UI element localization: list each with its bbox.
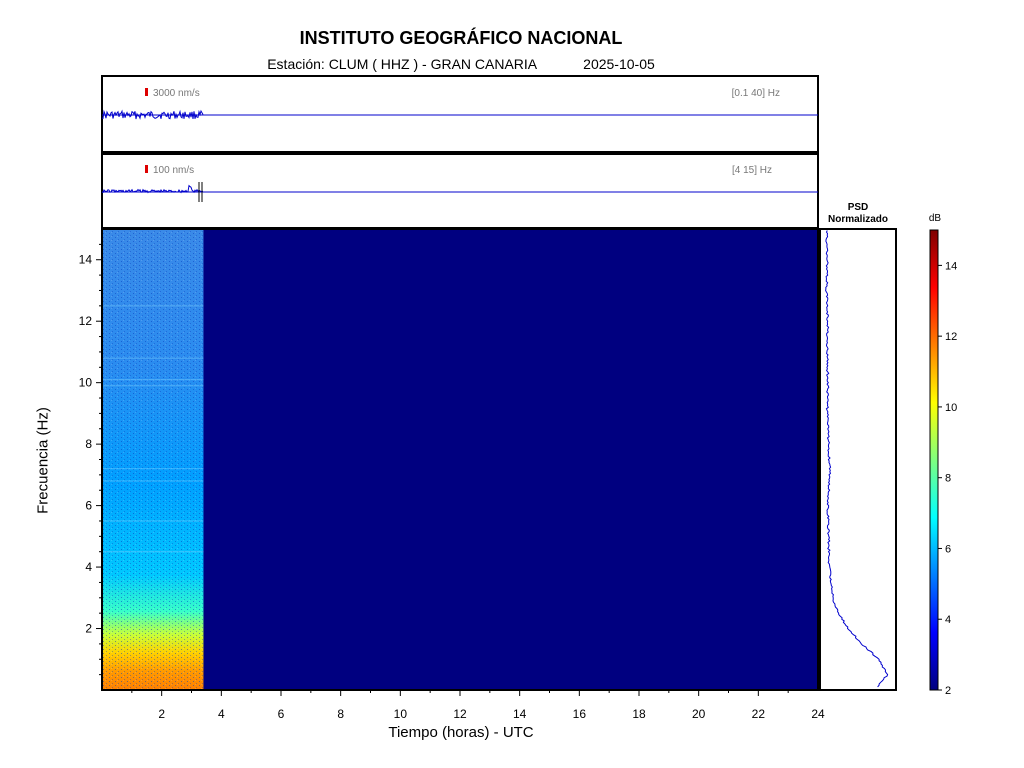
colorbar-tick-label: 4	[945, 614, 951, 626]
colorbar: 2 4 6 8 10 12 14	[929, 229, 957, 697]
x-tick-label: 10	[394, 707, 408, 721]
x-axis-label: Tiempo (horas) - UTC	[388, 724, 534, 741]
psd-panel	[819, 228, 897, 691]
scale-marker-icon	[145, 165, 148, 173]
trace-waveform	[101, 184, 204, 194]
date-label: 2025-10-05	[583, 56, 655, 72]
y-tick-label: 10	[79, 376, 93, 390]
x-tick-label: 12	[453, 707, 467, 721]
psd-title: PSD Normalizado	[827, 202, 888, 225]
trace-scale-label: 3000 nm/s	[153, 88, 200, 99]
trace-panel-filtered: 100 nm/s [4 15] Hz	[101, 153, 819, 229]
y-tick-label: 12	[79, 314, 93, 328]
x-tick-label: 6	[278, 707, 285, 721]
y-axis-label: Frecuencia (Hz)	[34, 407, 52, 514]
colorbar-tick-label: 8	[945, 473, 951, 485]
x-tick-label: 22	[752, 707, 766, 721]
y-tick-label: 8	[85, 437, 92, 451]
colorbar-gradient	[929, 229, 939, 691]
spectrogram-noise	[102, 229, 204, 690]
trace-panel-broadband: 3000 nm/s [0.1 40] Hz	[101, 75, 819, 153]
x-tick-label: 14	[513, 707, 527, 721]
station-label: Estación: CLUM ( HHZ ) - GRAN CANARIA	[267, 56, 538, 72]
y-tick-label: 2	[85, 622, 92, 636]
x-tick-label: 18	[632, 707, 646, 721]
colorbar-ticks: 2 4 6 8 10 12 14	[938, 260, 957, 697]
x-axis: 2 4 6 8 10 12 14 16 18 20 22 24	[131, 690, 825, 721]
x-tick-label: 8	[337, 707, 344, 721]
trace-scale-label: 100 nm/s	[153, 165, 194, 176]
y-tick-label: 4	[85, 560, 92, 574]
x-tick-label: 4	[218, 707, 225, 721]
trace-band-label: [0.1 40] Hz	[732, 88, 780, 99]
colorbar-tick-label: 2	[945, 685, 951, 697]
x-tick-label: 2	[158, 707, 165, 721]
psd-curve	[825, 230, 889, 688]
chart-subtitle: Estación: CLUM ( HHZ ) - GRAN CANARIA 202…	[0, 56, 922, 72]
scale-marker-icon	[145, 88, 148, 96]
y-tick-label: 6	[85, 499, 92, 513]
y-tick-label: 14	[79, 253, 93, 267]
colorbar-tick-label: 12	[945, 331, 957, 343]
chart-title: INSTITUTO GEOGRÁFICO NACIONAL	[299, 28, 623, 48]
colorbar-tick-label: 6	[945, 543, 951, 555]
colorbar-unit: dB	[928, 213, 942, 224]
spectrogram-harmonic-lines	[102, 305, 204, 553]
x-tick-label: 24	[811, 707, 825, 721]
spectrogram-background	[102, 229, 818, 690]
colorbar-tick-label: 10	[945, 402, 957, 414]
y-axis: 2 4 6 8 10 12 14	[79, 243, 102, 676]
trace-band-label: [4 15] Hz	[732, 165, 772, 176]
trace-waveform	[101, 109, 204, 120]
colorbar-tick-label: 14	[945, 260, 957, 272]
x-tick-label: 16	[573, 707, 587, 721]
x-tick-label: 20	[692, 707, 706, 721]
